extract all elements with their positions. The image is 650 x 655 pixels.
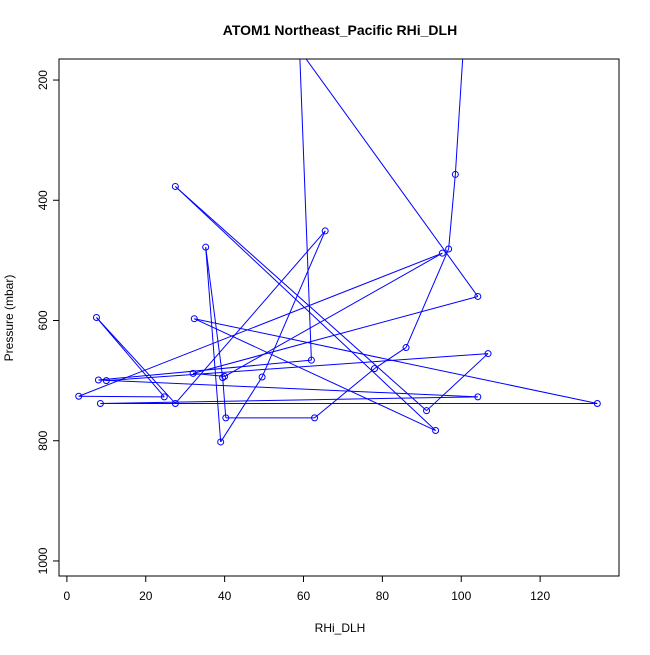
series-segment — [96, 317, 176, 404]
data-point — [190, 315, 198, 323]
x-tick-label: 40 — [218, 589, 232, 603]
plot-frame — [58, 58, 620, 577]
series-segment — [374, 347, 407, 370]
series-segment — [98, 359, 312, 381]
series-segment — [305, 59, 479, 297]
data-point — [402, 344, 410, 352]
data-point — [474, 292, 482, 300]
data-point — [96, 399, 104, 407]
data-point — [460, 47, 466, 53]
series-segment — [194, 318, 436, 431]
x-tick-label: 80 — [376, 589, 390, 603]
series-segment — [220, 376, 263, 443]
data-point — [258, 373, 266, 381]
series-segment — [222, 377, 227, 418]
y-tick-label: 400 — [36, 190, 50, 210]
series-segment — [192, 295, 478, 374]
series-segment — [261, 230, 326, 378]
y-tick-label: 200 — [36, 70, 50, 90]
series-segment — [96, 317, 165, 398]
series-segment — [78, 252, 443, 397]
data-point — [451, 170, 459, 178]
data-point — [484, 350, 492, 358]
data-point — [92, 314, 100, 321]
series-segment — [175, 186, 427, 412]
data-point — [438, 249, 446, 257]
x-tick-label: 20 — [139, 589, 153, 603]
series-segment — [224, 252, 443, 377]
data-point — [593, 399, 601, 407]
data-point — [445, 245, 453, 253]
series-segment — [78, 395, 165, 398]
data-point — [171, 399, 179, 407]
data-point — [189, 369, 197, 377]
data-point — [474, 393, 482, 401]
data-point — [102, 377, 110, 385]
y-axis-label: Pressure (mbar) — [2, 275, 16, 362]
data-point — [160, 393, 168, 401]
x-axis-label: RHi_DLH — [315, 621, 366, 635]
series-segment — [106, 353, 489, 382]
series-segment — [100, 396, 478, 404]
x-tick-label: 60 — [297, 589, 311, 603]
data-point — [75, 392, 83, 400]
series-segment — [454, 59, 464, 175]
data-point — [307, 356, 315, 364]
data-point — [311, 414, 319, 422]
x-tick-label: 0 — [64, 589, 71, 603]
series-segment — [426, 353, 489, 412]
series-segment — [194, 318, 598, 404]
series-segment — [174, 230, 326, 404]
y-axis: 200 400 600 800 1000 — [36, 70, 60, 574]
data-point — [171, 182, 179, 190]
series-segment — [314, 368, 375, 419]
x-tick-label: 100 — [451, 589, 471, 603]
data-point — [432, 427, 440, 435]
data-point — [423, 407, 431, 415]
y-tick-label: 800 — [36, 430, 50, 450]
data-point — [321, 227, 329, 235]
y-tick-label: 1000 — [36, 547, 50, 574]
series-segment — [98, 379, 478, 398]
x-axis: 0 20 40 60 80 100 120 — [64, 575, 550, 603]
series-layer — [75, 47, 601, 446]
data-point — [217, 438, 225, 446]
data-point — [202, 243, 210, 251]
series-segment — [448, 174, 456, 250]
x-tick-label: 120 — [530, 589, 550, 603]
series-segment — [405, 248, 450, 348]
data-point — [370, 365, 378, 373]
data-point — [221, 372, 229, 380]
data-point — [94, 376, 102, 384]
data-point — [297, 47, 303, 53]
series-segment — [205, 247, 222, 442]
chart-title: ATOM1 Northeast_Pacific RHi_DLH — [223, 22, 457, 38]
series-segment — [174, 186, 436, 431]
y-tick-label: 600 — [36, 310, 50, 330]
series-segment — [205, 247, 224, 378]
plot-area — [75, 47, 601, 446]
data-point — [222, 414, 230, 422]
series-segment — [299, 59, 312, 361]
